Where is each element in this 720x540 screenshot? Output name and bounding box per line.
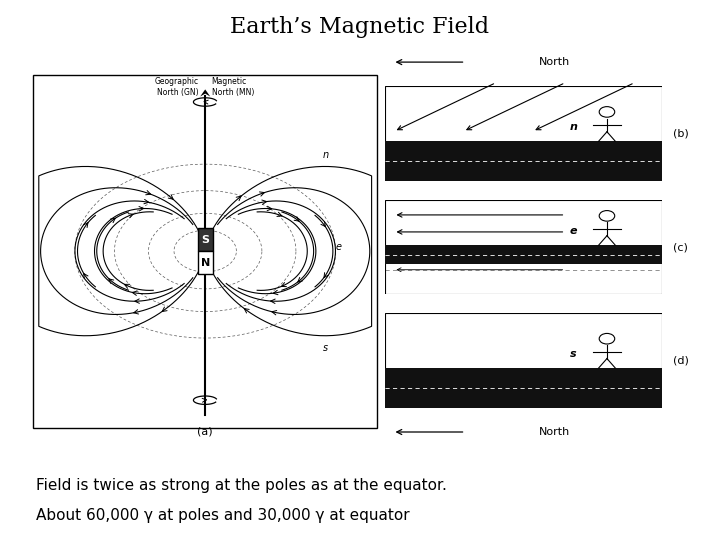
FancyBboxPatch shape: [33, 75, 377, 428]
Text: About 60,000 γ at poles and 30,000 γ at equator: About 60,000 γ at poles and 30,000 γ at …: [36, 508, 410, 523]
Text: (c): (c): [673, 242, 688, 252]
Text: N: N: [201, 258, 210, 268]
Text: (b): (b): [673, 129, 689, 139]
Polygon shape: [200, 90, 210, 97]
Text: North: North: [539, 57, 570, 67]
Text: Geographic
North (GN): Geographic North (GN): [155, 77, 199, 97]
Text: (d): (d): [673, 355, 689, 366]
Text: n: n: [323, 150, 329, 159]
Text: e: e: [336, 242, 341, 252]
Text: (a): (a): [197, 427, 213, 437]
Text: North: North: [539, 427, 570, 437]
Text: Earth’s Magnetic Field: Earth’s Magnetic Field: [230, 16, 490, 38]
Bar: [385, 368, 662, 408]
Text: Magnetic
North (MN): Magnetic North (MN): [212, 77, 254, 97]
Text: S: S: [201, 234, 210, 245]
Bar: [385, 141, 662, 181]
Text: s: s: [323, 343, 328, 353]
Text: n: n: [570, 122, 577, 132]
Text: Field is twice as strong at the poles as at the equator.: Field is twice as strong at the poles as…: [36, 478, 447, 493]
Text: e: e: [570, 226, 577, 235]
Bar: [385, 245, 662, 264]
Bar: [198, 228, 212, 251]
Text: s: s: [570, 348, 577, 359]
Bar: [198, 251, 212, 274]
